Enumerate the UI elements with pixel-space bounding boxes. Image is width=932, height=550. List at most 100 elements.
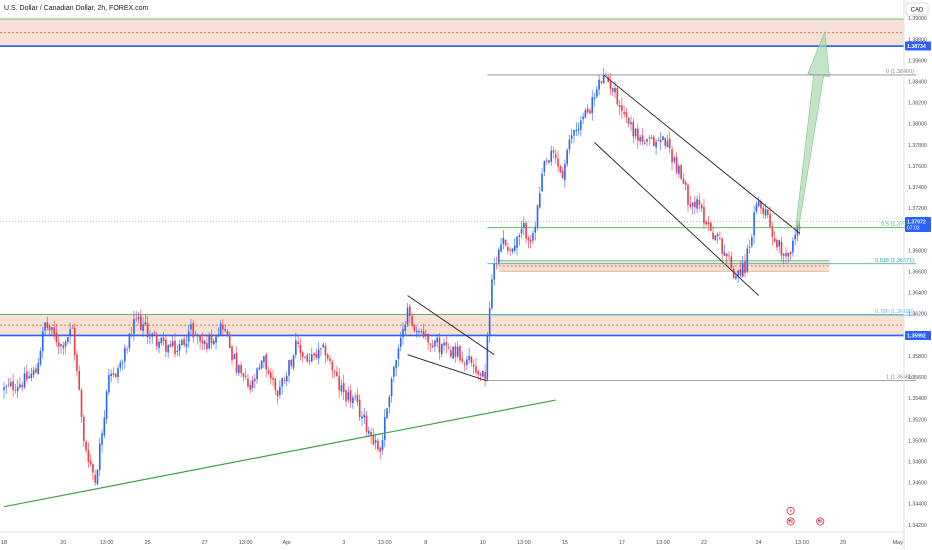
candle-down [643, 143, 646, 145]
candle-down [324, 345, 327, 356]
candle-down [700, 204, 703, 209]
price-label-text: 1.35992 [907, 333, 926, 339]
candle-down [162, 337, 165, 342]
events-layer [786, 506, 825, 526]
candle-up [96, 469, 99, 485]
candle-up [119, 362, 122, 368]
candle-down [283, 379, 286, 381]
candle-down [411, 315, 413, 326]
candle-up [497, 249, 500, 263]
candle-up [19, 384, 21, 388]
candle-down [618, 105, 621, 108]
candle-down [675, 157, 678, 173]
time-axis[interactable]: 18 20 13:00 25 27 13:00 Apr 3 13:00 8 10 13:00 15 17 1… [1, 540, 903, 546]
candle-up [425, 334, 427, 336]
fib-level-label: 0.786 (1.36185) [875, 309, 914, 315]
candle-up [511, 248, 514, 252]
candle-up [41, 331, 44, 352]
candle-down [155, 334, 158, 347]
price-tick-label: 1.37400 [908, 185, 927, 191]
candle-up [402, 328, 404, 338]
candle-down [529, 240, 532, 243]
candle-up [217, 335, 220, 337]
price-tick-label: 1.37200 [908, 206, 927, 212]
candle-down [135, 318, 138, 320]
candle-down [725, 253, 728, 257]
flag-canton [818, 519, 821, 522]
candle-up [591, 97, 594, 114]
candle-up [746, 248, 749, 272]
candle-up [167, 345, 169, 353]
candle-down [342, 382, 345, 393]
candle-down [527, 237, 530, 241]
candle-up [190, 324, 192, 330]
time-tick-label: 8 [424, 540, 427, 546]
candle-down [589, 110, 591, 114]
candle-up [787, 252, 790, 257]
time-tick-label: May [893, 540, 904, 546]
candle-up [317, 349, 320, 359]
candle-up [185, 343, 188, 347]
candle-up [233, 354, 236, 360]
candle-down [609, 81, 612, 89]
candle-down [479, 373, 482, 376]
candle-up [792, 240, 794, 253]
time-tick-label: 22 [701, 540, 707, 546]
currency-button[interactable]: CAD [905, 2, 929, 16]
candle-down [438, 337, 441, 353]
candle-down [242, 373, 245, 377]
candle-up [577, 128, 580, 131]
candle-down [379, 447, 381, 452]
candle-down [632, 121, 635, 137]
candle-up [39, 350, 42, 365]
candle-up [361, 416, 363, 419]
candle-down [174, 340, 176, 355]
candle-down [653, 136, 655, 146]
price-tick-label: 1.35000 [908, 438, 927, 444]
candle-up [434, 340, 436, 347]
candle-up [452, 346, 454, 359]
time-tick-label: 24 [756, 540, 762, 546]
candle-down [789, 251, 792, 255]
candle-down [445, 342, 448, 346]
candle-up [64, 341, 67, 347]
candle-down [57, 342, 60, 347]
candle-down [413, 324, 416, 331]
candle-down [739, 269, 742, 276]
candle-up [44, 322, 46, 331]
price-tick-label: 1.38000 [908, 122, 927, 128]
candle-up [311, 354, 313, 362]
price-label-text: 1.38734 [907, 44, 926, 50]
candle-down [707, 222, 710, 225]
candle-up [436, 337, 438, 343]
candle-down [85, 441, 87, 451]
candle-down [169, 343, 172, 348]
candle-down [73, 327, 76, 356]
candle-up [5, 385, 8, 387]
price-label-text: 1.37072 [907, 219, 926, 225]
time-tick-label: Apr [282, 540, 291, 546]
time-tick-label: 13:00 [517, 540, 531, 546]
candle-up [67, 337, 69, 342]
candle-up [491, 279, 493, 309]
candle-up [723, 252, 726, 256]
candle-up [256, 368, 258, 380]
price-axis[interactable]: 1.39000 1.38800 1.38600 1.38400 1.38200 1.380… [905, 16, 931, 529]
candle-down [377, 440, 379, 450]
price-tick-label: 1.35200 [908, 417, 927, 423]
candle-down [668, 138, 671, 149]
price-tick-label: 1.38200 [908, 101, 927, 107]
candle-down [769, 214, 771, 227]
candle-down [698, 200, 701, 205]
price-tick-label: 1.34600 [908, 481, 927, 487]
candle-down [153, 332, 156, 334]
candle-down [719, 238, 721, 239]
price-tick-label: 1.36200 [908, 312, 927, 318]
candle-down [306, 355, 309, 362]
candle-up [482, 371, 484, 377]
candle-up [176, 350, 179, 353]
candle-up [130, 334, 133, 336]
price-label-box [905, 330, 931, 340]
